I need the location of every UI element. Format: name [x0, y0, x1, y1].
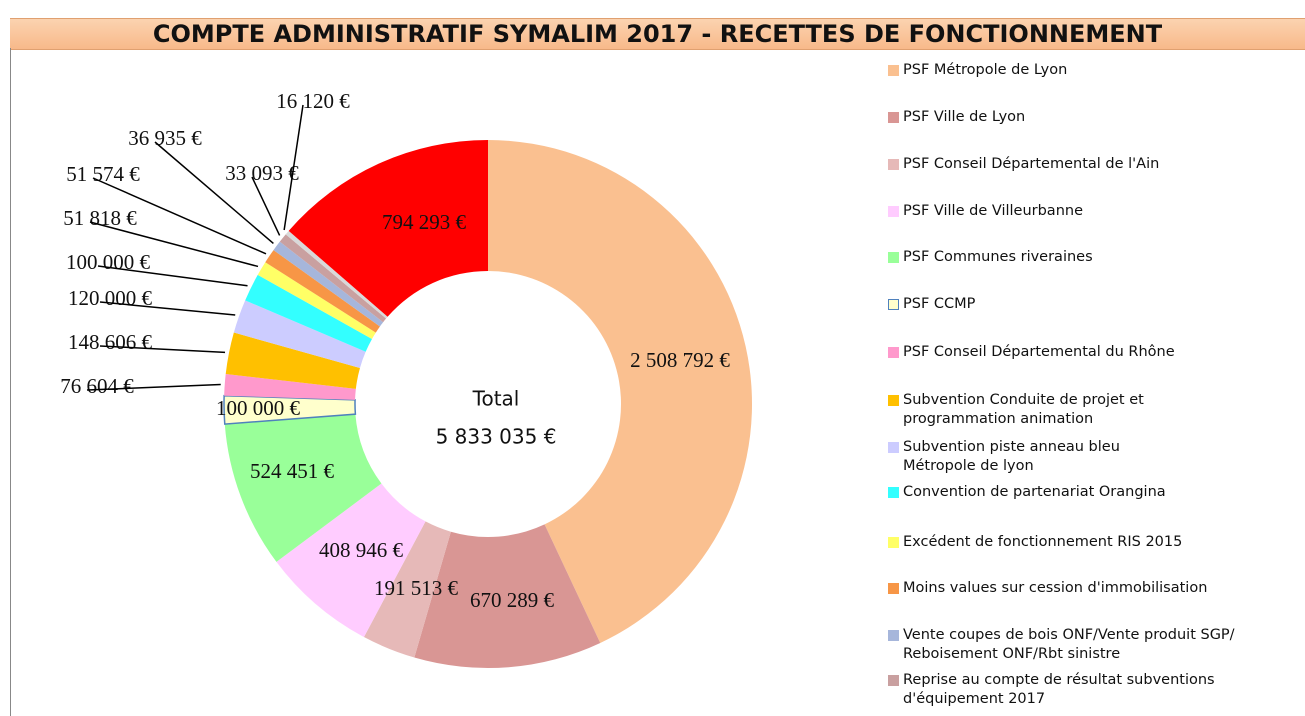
legend-label: Reprise au compte de résultat subvention… [903, 672, 1215, 707]
legend-label: PSF Conseil Départemental de l'Ain [903, 156, 1160, 172]
legend-item: PSF Métropole de Lyon [888, 61, 1298, 80]
chart: 2 508 792 € 670 289 € 191 513 € 408 946 € 52… [60, 89, 753, 669]
leader-line [283, 104, 304, 231]
slice [257, 262, 376, 339]
legend-label: PSF Ville de Villeurbanne [903, 203, 1083, 219]
legend-item: Moins values sur cession d'immobilisatio… [888, 579, 1298, 598]
slice [288, 140, 488, 317]
legend-item: Subvention piste anneau bleu Métropole d… [888, 438, 1298, 476]
slice [224, 414, 382, 562]
slice [245, 274, 372, 352]
legend-swatch [888, 583, 899, 594]
legend-label: Moins values sur cession d'immobilisatio… [903, 580, 1208, 596]
data-label: 33 093 € [225, 161, 299, 185]
legend-label: Subvention Conduite de projet et program… [903, 392, 1144, 427]
slice [265, 250, 380, 333]
legend-item: Convention de partenariat Orangina [888, 483, 1298, 502]
leader-line [99, 301, 236, 316]
leader-line [251, 176, 281, 236]
data-label: 51 818 € [63, 206, 137, 230]
data-label: 100 000 € [66, 250, 151, 274]
slice [225, 332, 360, 389]
data-label: 524 451 € [250, 459, 335, 483]
slice [276, 483, 426, 638]
data-label: 36 935 € [128, 126, 202, 150]
legend-swatch [888, 675, 899, 686]
chart-title: COMPTE ADMINISTRATIF SYMALIM 2017 - RECE… [10, 18, 1305, 50]
slice [233, 300, 366, 369]
data-label: 2 508 792 € [630, 348, 730, 372]
slice [279, 234, 387, 323]
data-label: 794 293 € [382, 210, 467, 234]
center-label: Total [472, 387, 520, 411]
data-label: 148 606 € [68, 330, 153, 354]
data-label: 100 000 € [216, 396, 301, 420]
slice [488, 140, 753, 643]
legend-label: PSF Métropole de Lyon [903, 62, 1068, 78]
legend-label: PSF Communes riveraines [903, 249, 1093, 265]
leader-line [97, 265, 248, 287]
legend-swatch [888, 537, 899, 548]
total-label: 5 833 035 € [436, 425, 557, 449]
legend-swatch [888, 112, 899, 123]
legend-swatch [888, 630, 899, 641]
frame [10, 48, 11, 716]
data-label: 76 604 € [60, 374, 134, 398]
slice [285, 230, 388, 319]
legend-swatch [888, 442, 899, 453]
legend-item: PSF Ville de Lyon [888, 108, 1298, 127]
legend-item: Reprise au compte de résultat subvention… [888, 671, 1298, 709]
legend-swatch [888, 347, 899, 358]
data-label: 16 120 € [276, 89, 350, 113]
slice [273, 241, 384, 327]
legend-item: PSF Conseil Départemental de l'Ain [888, 155, 1298, 174]
leader-line [86, 383, 221, 391]
legend-label: PSF Conseil Départemental du Rhône [903, 344, 1175, 360]
legend-swatch [888, 252, 899, 263]
legend-swatch [888, 487, 899, 498]
leader-line [99, 345, 226, 354]
leader-line [154, 141, 274, 245]
legend-swatch [888, 395, 899, 406]
legend-item: PSF CCMP [888, 295, 1298, 314]
legend-label: Excédent de fonctionnement RIS 2015 [903, 534, 1183, 550]
leader-line [92, 177, 267, 255]
legend-item: Vente coupes de bois ONF/Vente produit S… [888, 626, 1298, 664]
slice [363, 521, 451, 658]
legend-swatch [888, 159, 899, 170]
legend-item: PSF Communes riveraines [888, 248, 1298, 267]
data-label: 191 513 € [374, 576, 459, 600]
slice [224, 373, 356, 400]
legend-item: Subvention Conduite de projet et program… [888, 391, 1298, 429]
legend-swatch [888, 206, 899, 217]
data-label: 408 946 € [319, 538, 404, 562]
legend-label: Convention de partenariat Orangina [903, 484, 1166, 500]
legend-label: Subvention piste anneau bleu Métropole d… [903, 439, 1120, 474]
legend-swatch [888, 299, 899, 310]
legend-item: PSF Conseil Départemental du Rhône [888, 343, 1298, 362]
leader-line [89, 221, 259, 268]
legend-label: PSF CCMP [903, 296, 976, 312]
slice [414, 524, 601, 669]
data-label: 670 289 € [470, 588, 555, 612]
legend-label: PSF Ville de Lyon [903, 109, 1026, 125]
legend-item: Excédent de fonctionnement RIS 2015 [888, 533, 1298, 552]
legend-item: PSF Ville de Villeurbanne [888, 202, 1298, 221]
legend-swatch [888, 65, 899, 76]
legend-label: Vente coupes de bois ONF/Vente produit S… [903, 627, 1235, 662]
